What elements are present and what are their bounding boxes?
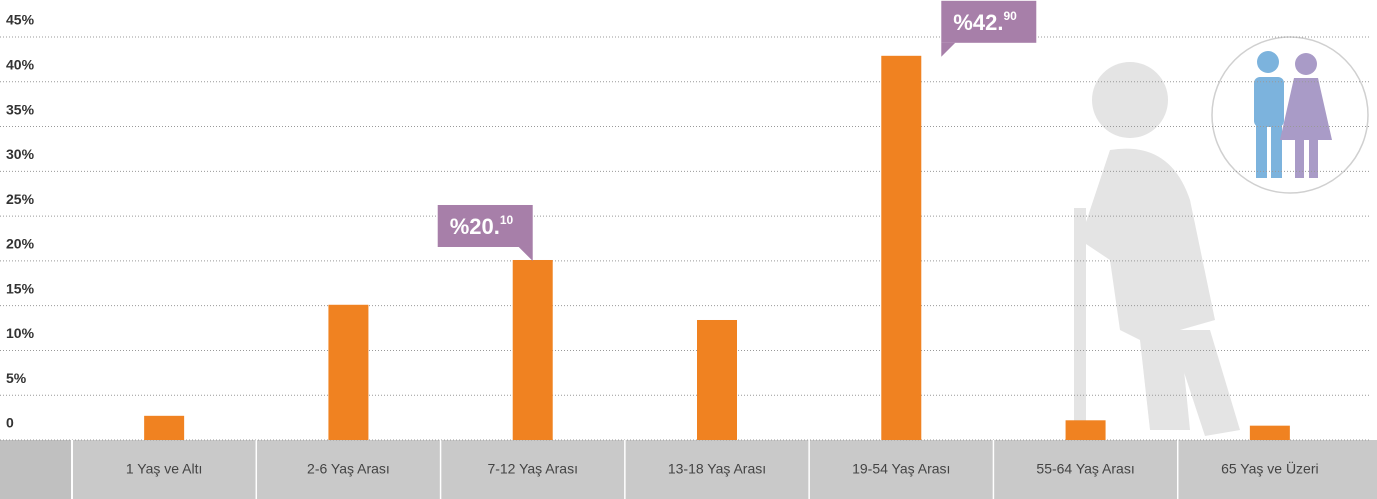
bar bbox=[881, 55, 922, 440]
decoration bbox=[1074, 62, 1240, 440]
x-tick-label: 55-64 Yaş Arası bbox=[1036, 461, 1134, 477]
callout-pointer bbox=[518, 246, 533, 261]
bar bbox=[1249, 425, 1290, 440]
x-tick-label: 2-6 Yaş Arası bbox=[307, 461, 390, 477]
y-tick-label: 5% bbox=[6, 370, 27, 386]
y-tick-label: 20% bbox=[6, 236, 35, 252]
bar bbox=[697, 319, 737, 440]
bar bbox=[512, 259, 553, 440]
value-label: %42.90 bbox=[953, 9, 1017, 35]
y-tick-label: 15% bbox=[6, 280, 35, 296]
y-tick-label: 30% bbox=[6, 146, 35, 162]
callout-pointer bbox=[941, 42, 956, 57]
y-tick-label: 0 bbox=[6, 415, 14, 431]
bar bbox=[328, 304, 369, 440]
bar bbox=[1065, 420, 1106, 440]
y-tick-label: 35% bbox=[6, 101, 35, 117]
x-tick-label: 65 Yaş ve Üzeri bbox=[1221, 460, 1319, 477]
bar bbox=[144, 415, 185, 440]
callout-box bbox=[437, 204, 533, 247]
category-corner bbox=[0, 440, 72, 499]
x-tick-label: 1 Yaş ve Altı bbox=[126, 461, 203, 477]
y-tick-label: 10% bbox=[6, 325, 35, 341]
y-tick-label: 45% bbox=[6, 12, 35, 28]
y-tick-label: 25% bbox=[6, 191, 35, 207]
x-tick-label: 7-12 Yaş Arası bbox=[487, 461, 578, 477]
icon bbox=[1211, 36, 1369, 194]
y-tick-label: 40% bbox=[6, 56, 35, 72]
callout-box bbox=[941, 0, 1037, 43]
value-label: %20.10 bbox=[450, 213, 514, 239]
x-tick-label: 19-54 Yaş Arası bbox=[852, 461, 950, 477]
x-tick-label: 13-18 Yaş Arası bbox=[668, 461, 766, 477]
category-strip bbox=[0, 440, 1377, 499]
